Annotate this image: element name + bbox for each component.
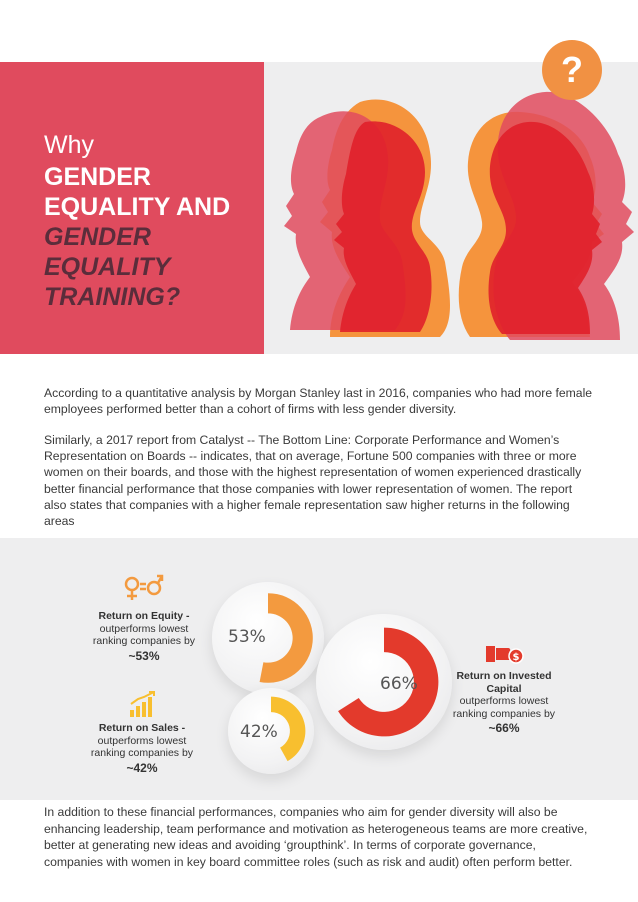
intro-paragraph: According to a quantitative analysis by …	[44, 386, 593, 417]
equity-stat-title: Return on Equity -	[98, 610, 190, 622]
right-head-red	[488, 121, 602, 334]
capital-stat-title-1: Return on Invested	[456, 670, 552, 682]
capital-donut-arc	[338, 627, 439, 737]
sales-stat-line-1: outperforms lowest	[97, 734, 187, 747]
question-badge-icon: ?	[542, 40, 602, 100]
page-title: Why GENDER EQUALITY AND GENDER EQUALITY …	[44, 130, 230, 312]
sales-stat: Return on Sales - outperforms lowest ran…	[86, 722, 198, 774]
sales-stat-title: Return on Sales -	[98, 722, 186, 734]
title-line-3: GENDER	[44, 223, 151, 251]
sales-percent-label: 42%	[240, 722, 278, 742]
capital-donut-chart	[338, 627, 439, 737]
capital-stat-value: ~66%	[488, 721, 520, 735]
left-head-red	[334, 121, 432, 332]
title-line-1: GENDER	[44, 163, 151, 191]
capital-stat-line-2: ranking companies by	[452, 707, 556, 720]
title-why: Why	[44, 131, 94, 159]
title-line-5: TRAINING?	[44, 283, 181, 311]
sales-donut-chart	[271, 696, 306, 762]
sales-donut-arc	[271, 696, 306, 762]
capital-stat: Return on Invested Capital outperforms l…	[448, 670, 560, 735]
head-silhouettes-illustration	[284, 91, 634, 340]
hero-title-panel	[0, 62, 264, 354]
equity-donut-chart	[259, 593, 313, 683]
capital-percent-label: 66%	[380, 674, 418, 694]
money-hand-icon: $	[486, 646, 524, 664]
title-line-2: EQUALITY AND	[44, 193, 231, 221]
title-line-4: EQUALITY	[44, 253, 171, 281]
equity-stat-line-2: ranking companies by	[92, 635, 196, 647]
catalyst-paragraph: Similarly, a 2017 report from Catalyst -…	[44, 433, 582, 529]
equity-stat-value: ~53%	[128, 648, 160, 663]
capital-stat-title-2: Capital	[486, 682, 522, 695]
capital-stat-line-1: outperforms lowest	[459, 695, 549, 707]
equity-stat: Return on Equity - outperforms lowest ra…	[88, 610, 200, 662]
closing-paragraph: In addition to these financial performan…	[44, 805, 588, 869]
svg-text:$: $	[513, 652, 520, 663]
equity-donut-arc	[259, 593, 313, 683]
sales-stat-line-2: ranking companies by	[90, 747, 194, 759]
equity-percent-label: 53%	[228, 627, 266, 647]
rising-bars-icon	[130, 691, 155, 717]
sales-stat-value: ~42%	[126, 760, 158, 775]
equity-stat-line-1: outperforms lowest	[99, 622, 189, 635]
gender-equality-icon	[124, 574, 164, 600]
